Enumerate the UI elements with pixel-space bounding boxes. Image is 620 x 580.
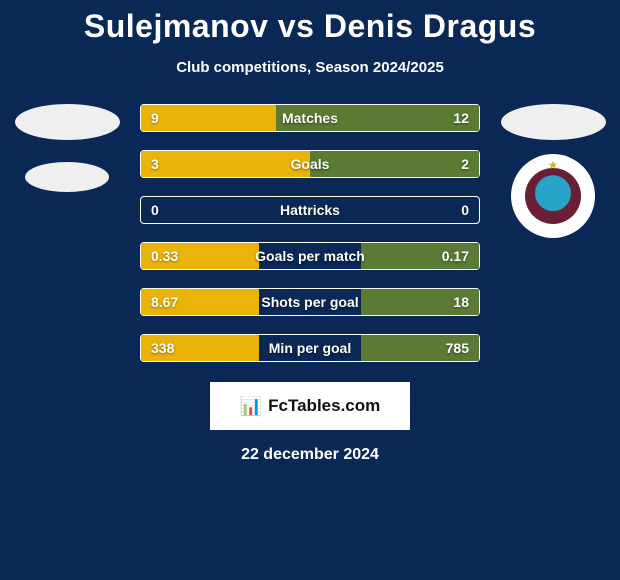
club-badge: ★ [511,154,595,238]
trabzonspor-icon: ★ [525,168,581,224]
root: Sulejmanov vs Denis Dragus Club competit… [0,0,620,464]
player-photo-placeholder [501,104,606,140]
stats-bars: 9 12 Matches 3 2 Goals 0 0 Hattricks 0.33 0.17 Goal… [140,104,480,362]
stat-label: Hattricks [280,202,340,218]
stat-value-right: 12 [453,110,469,126]
stat-row: 0 0 Hattricks [140,196,480,224]
subtitle: Club competitions, Season 2024/2025 [176,59,444,76]
stat-value-right: 785 [446,340,469,356]
stat-value-left: 0 [151,202,159,218]
player-photo-placeholder [15,104,120,140]
stat-row: 9 12 Matches [140,104,480,132]
stat-fill-right [310,151,479,177]
stat-value-right: 0.17 [442,248,469,264]
stat-value-right: 0 [461,202,469,218]
stat-fill-left [141,105,276,131]
stat-value-left: 0.33 [151,248,178,264]
stat-value-left: 3 [151,156,159,172]
stat-fill-left [141,151,310,177]
club-photo-placeholder [25,162,109,192]
stat-row: 338 785 Min per goal [140,334,480,362]
date-label: 22 december 2024 [241,446,379,464]
stat-value-left: 8.67 [151,294,178,310]
stat-label: Goals [291,156,330,172]
stat-label: Shots per goal [261,294,358,310]
brand-box[interactable]: 📊 FcTables.com [210,382,410,430]
star-icon: ★ [548,158,559,172]
comparison-row: 9 12 Matches 3 2 Goals 0 0 Hattricks 0.33 0.17 Goal… [0,104,620,362]
stat-label: Matches [282,110,338,126]
stat-label: Min per goal [269,340,351,356]
stat-value-left: 338 [151,340,174,356]
stat-value-left: 9 [151,110,159,126]
stat-row: 0.33 0.17 Goals per match [140,242,480,270]
page-title: Sulejmanov vs Denis Dragus [84,8,536,45]
left-player-col [12,104,122,192]
stat-row: 3 2 Goals [140,150,480,178]
right-player-col: ★ [498,104,608,238]
chart-icon: 📊 [240,396,262,417]
brand-text: FcTables.com [268,396,380,416]
stat-value-right: 2 [461,156,469,172]
stat-label: Goals per match [255,248,365,264]
stat-row: 8.67 18 Shots per goal [140,288,480,316]
stat-value-right: 18 [453,294,469,310]
